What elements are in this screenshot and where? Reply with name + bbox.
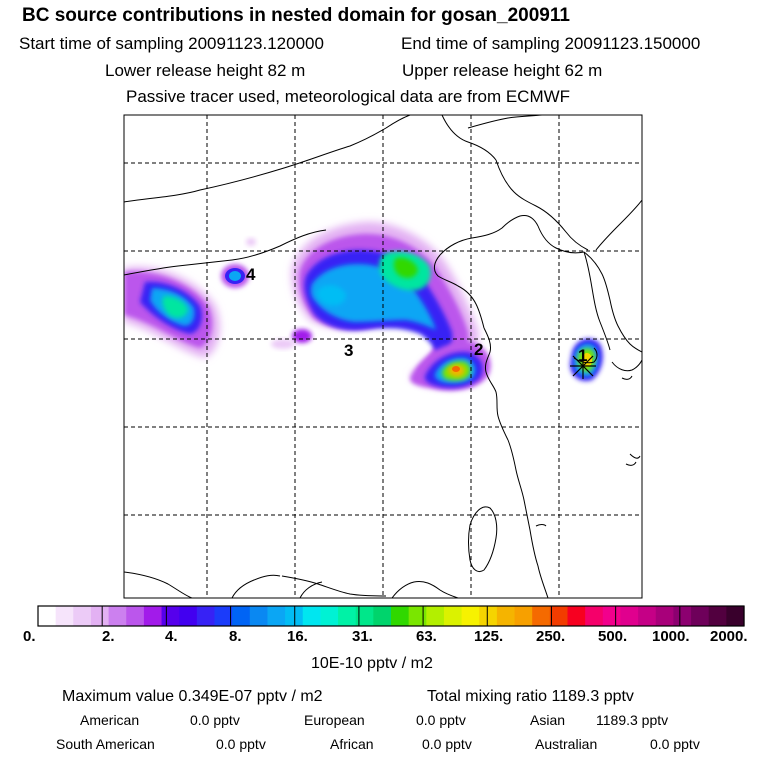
colorbar-cell: [179, 606, 198, 626]
colorbar-cell: [55, 606, 74, 626]
colorbar-cell: [196, 606, 216, 626]
upper-release-label: Upper release height 62 m: [402, 61, 603, 80]
map-frame: [123, 114, 643, 599]
start-time-label: Start time of sampling 20091123.120000: [19, 34, 324, 53]
colorbar-tick-label: 2000.: [710, 628, 748, 645]
gridlines: [124, 115, 642, 598]
colorbar-tick-label: 250.: [536, 628, 566, 645]
colorbar-cell: [567, 606, 586, 626]
american-label: American: [80, 712, 140, 728]
colorbar-cell: [496, 606, 516, 626]
colorbar-cell: [620, 606, 639, 626]
asian-label: Asian: [530, 712, 566, 728]
max-value-label: Maximum value 0.349E-07 pptv / m2: [62, 688, 323, 705]
colorbar-cell: [479, 606, 498, 626]
colorbar-cell: [338, 606, 357, 626]
european-value: 0.0 pptv: [416, 712, 466, 728]
colorbar-tick-label: 125.: [474, 628, 504, 645]
colorbar-tick-label: 0.: [23, 628, 36, 645]
colorbar-cell: [161, 606, 180, 626]
colorbar-cell: [73, 606, 92, 626]
colorbar-cell: [373, 606, 392, 626]
colorbar-cell: [391, 606, 410, 626]
colorbar-unit: 10E-10 pptv / m2: [311, 655, 433, 672]
australian-value: 0.0 pptv: [650, 736, 700, 752]
colorbar-cell: [143, 606, 163, 626]
colorbar-cell: [38, 606, 57, 626]
end-time-label: End time of sampling 20091123.150000: [401, 34, 701, 53]
colorbar-cell: [691, 606, 710, 626]
colorbar-cell: [655, 606, 674, 626]
figure-title: BC source contributions in nested domain…: [22, 5, 570, 26]
colorbar-cell: [426, 606, 445, 626]
region-label-4: 4: [246, 265, 256, 284]
african-value: 0.0 pptv: [422, 736, 472, 752]
colorbar-frame: [37, 605, 745, 627]
star-icon: [570, 353, 596, 379]
region-label-2: 2: [474, 340, 484, 359]
colorbar-tick-label: 1000.: [652, 628, 690, 645]
colorbar-cell: [232, 606, 251, 626]
colorbar-cell: [585, 606, 604, 626]
asian-value: 1189.3 pptv: [596, 712, 669, 728]
region-label-3: 3: [344, 341, 354, 360]
colorbar-cell: [285, 606, 304, 626]
colorbar: [38, 606, 745, 626]
colorbar-tick-label: 2.: [102, 628, 115, 645]
colorbar-cell: [673, 606, 692, 626]
colorbar-cell: [214, 606, 233, 626]
colorbar-cell: [549, 606, 569, 626]
colorbar-cell: [108, 606, 127, 626]
colorbar-tick-label: 31.: [352, 628, 373, 645]
tracer-note: Passive tracer used, meteorological data…: [126, 87, 571, 106]
colorbar-cell: [320, 606, 339, 626]
colorbar-cell: [638, 606, 657, 626]
colorbar-cell: [126, 606, 145, 626]
colorbar-cell: [602, 606, 622, 626]
colorbar-cell: [302, 606, 321, 626]
colorbar-cell: [267, 606, 286, 626]
african-label: African: [330, 736, 374, 752]
south-american-label: South American: [56, 736, 155, 752]
plume-west: [124, 266, 220, 358]
colorbar-cell: [249, 606, 269, 626]
colorbar-cell: [355, 606, 374, 626]
colorbar-cell: [90, 606, 110, 626]
plume-central: [291, 221, 479, 386]
colorbar-cell: [726, 606, 745, 626]
colorbar-cell: [461, 606, 480, 626]
coastlines: [124, 115, 642, 598]
colorbar-cell: [532, 606, 551, 626]
lower-release-label: Lower release height 82 m: [105, 61, 306, 80]
plume-region-4: [221, 238, 256, 288]
colorbar-cell: [514, 606, 533, 626]
region-label-1: 1: [578, 346, 588, 365]
total-mixing-ratio-label: Total mixing ratio 1189.3 pptv: [427, 688, 634, 705]
south-american-value: 0.0 pptv: [216, 736, 266, 752]
colorbar-tick-label: 16.: [287, 628, 308, 645]
colorbar-tick-label: 63.: [416, 628, 437, 645]
colorbar-tick-label: 500.: [598, 628, 628, 645]
australian-label: Australian: [535, 736, 598, 752]
colorbar-tick-label: 4.: [165, 628, 178, 645]
european-label: European: [304, 712, 365, 728]
concentration-field: [124, 221, 603, 391]
colorbar-cell: [408, 606, 427, 626]
colorbar-tick-label: 8.: [229, 628, 242, 645]
colorbar-cell: [708, 606, 727, 626]
colorbar-cell: [443, 606, 463, 626]
american-value: 0.0 pptv: [190, 712, 240, 728]
